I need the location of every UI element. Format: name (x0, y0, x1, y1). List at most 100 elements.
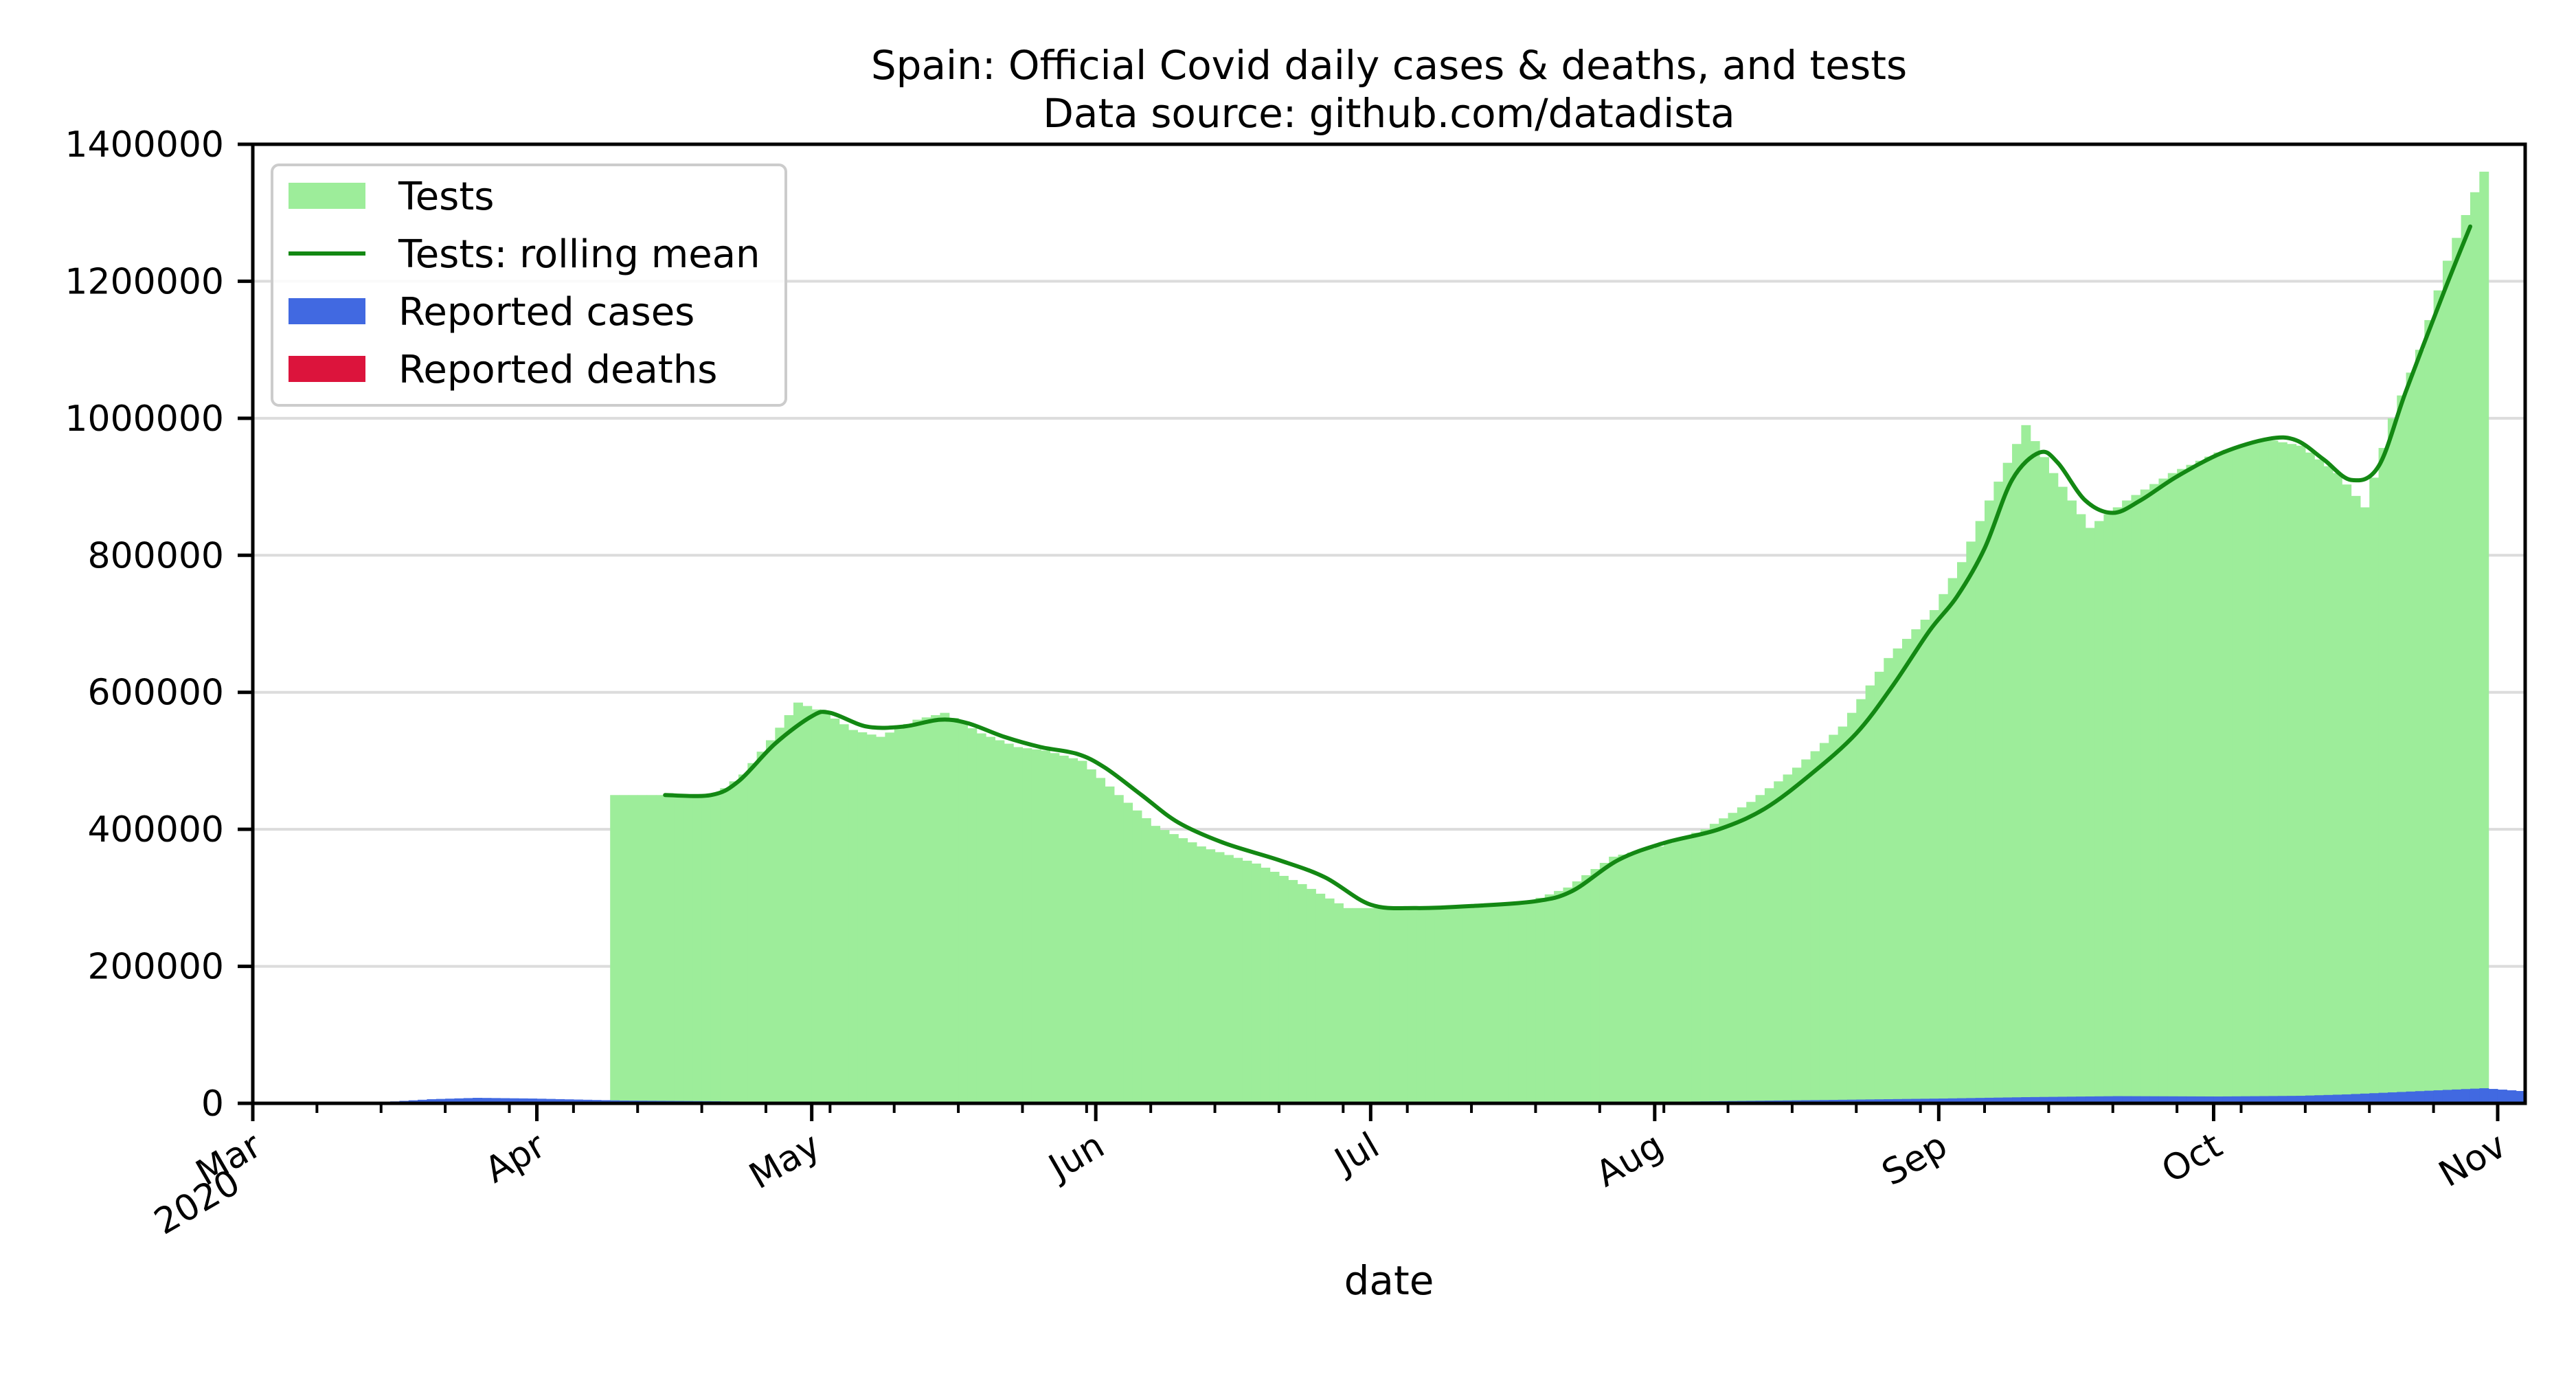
bar-tests (2351, 495, 2361, 1103)
bar-reported-cases (2021, 1097, 2031, 1103)
bar-tests (1324, 898, 1335, 1103)
bar-tests (2085, 528, 2095, 1103)
bar-tests (1123, 802, 1133, 1103)
legend-swatch (289, 356, 365, 382)
bar-reported-cases (1846, 1099, 1857, 1103)
bar-reported-cases (2195, 1096, 2205, 1103)
bar-tests (2277, 442, 2287, 1103)
y-tick-label: 600000 (87, 673, 224, 714)
bar-reported-cases (2012, 1097, 2022, 1103)
bar-tests (811, 709, 822, 1103)
bar-reported-cases (2387, 1092, 2397, 1103)
bar-reported-cases (2442, 1090, 2452, 1103)
bar-tests (1535, 897, 1546, 1103)
bar-tests (876, 736, 885, 1103)
bar-reported-cases (509, 1098, 519, 1103)
bar-tests (1517, 901, 1527, 1103)
bar-tests (1233, 857, 1243, 1103)
bar-tests (976, 733, 986, 1103)
bar-tests (1599, 863, 1609, 1103)
bar-tests (1838, 726, 1848, 1103)
bar-reported-cases (2461, 1089, 2471, 1103)
bar-tests (765, 740, 776, 1103)
bar-tests (1389, 908, 1399, 1103)
bar-reported-cases (2048, 1096, 2059, 1103)
bar-reported-cases (2296, 1096, 2306, 1103)
bar-reported-cases (2415, 1091, 2425, 1103)
bar-reported-cases (528, 1099, 538, 1103)
bar-tests (1031, 749, 1041, 1103)
bar-tests (1050, 753, 1060, 1103)
bar-reported-cases (564, 1099, 574, 1103)
bar-tests (1985, 500, 1994, 1103)
bar-tests (1856, 699, 1866, 1103)
bar-tests (1077, 761, 1087, 1103)
bar-tests (1700, 829, 1710, 1103)
y-tick-label: 200000 (87, 947, 224, 988)
bar-tests (1544, 894, 1555, 1103)
bar-tests (1068, 758, 1078, 1103)
bar-reported-cases (2158, 1096, 2169, 1103)
bar-tests (1343, 908, 1353, 1103)
bar-tests (2222, 449, 2233, 1103)
bar-reported-cases (2250, 1096, 2260, 1103)
bar-tests (1370, 908, 1381, 1103)
bar-tests (1196, 846, 1206, 1103)
legend-label: Tests (398, 174, 494, 219)
bar-reported-cases (2085, 1096, 2095, 1103)
bar-tests (1151, 826, 1161, 1103)
bar-reported-cases (2103, 1096, 2114, 1103)
bar-tests (1846, 712, 1857, 1103)
bar-reported-cases (482, 1098, 492, 1103)
bar-tests (2076, 514, 2086, 1103)
bar-tests (2479, 171, 2489, 1103)
bar-tests (1645, 848, 1656, 1103)
bar-tests (1059, 755, 1069, 1103)
bar-reported-cases (573, 1099, 583, 1103)
bar-tests (912, 719, 923, 1103)
bar-reported-cases (2204, 1096, 2215, 1103)
bar-tests (921, 717, 931, 1103)
tests-bars (610, 171, 2489, 1104)
bar-reported-cases (2488, 1089, 2498, 1103)
bar-tests (1160, 830, 1170, 1103)
bar-reported-cases (2342, 1094, 2352, 1103)
bar-tests (1315, 893, 1326, 1103)
bar-tests (1168, 834, 1179, 1103)
y-tick-label: 400000 (87, 809, 224, 851)
bar-reported-cases (1911, 1099, 1921, 1103)
bar-reported-cases (2222, 1096, 2233, 1103)
bar-reported-cases (418, 1099, 428, 1103)
bar-tests (1242, 860, 1252, 1103)
bar-tests (729, 781, 739, 1103)
bar-tests (848, 730, 858, 1103)
bar-tests (2002, 462, 2013, 1103)
bar-tests (1810, 751, 1820, 1103)
bar-tests (1306, 888, 1316, 1103)
bar-tests (2213, 452, 2224, 1103)
bar-reported-cases (2360, 1093, 2370, 1103)
legend-swatch (289, 298, 365, 324)
bar-tests (885, 732, 895, 1103)
bar-tests (1223, 855, 1234, 1103)
bar-tests (1673, 840, 1683, 1103)
bar-tests (949, 718, 959, 1103)
bar-reported-cases (2259, 1096, 2270, 1103)
bar-tests (1178, 838, 1188, 1103)
bar-tests (1407, 908, 1417, 1103)
bar-tests (646, 795, 657, 1103)
bar-reported-cases (2378, 1092, 2388, 1103)
bar-tests (1664, 843, 1674, 1103)
bar-reported-cases (1993, 1097, 2004, 1103)
bar-tests (1865, 685, 1875, 1103)
legend-label: Reported deaths (398, 348, 717, 392)
bar-tests (775, 728, 785, 1103)
bar-tests (1379, 908, 1390, 1103)
bar-tests (1141, 818, 1151, 1103)
bar-reported-cases (1920, 1099, 1930, 1103)
y-tick-label: 800000 (87, 535, 224, 576)
bar-tests (2112, 507, 2123, 1103)
bar-tests (821, 712, 831, 1103)
bar-tests (986, 736, 996, 1103)
